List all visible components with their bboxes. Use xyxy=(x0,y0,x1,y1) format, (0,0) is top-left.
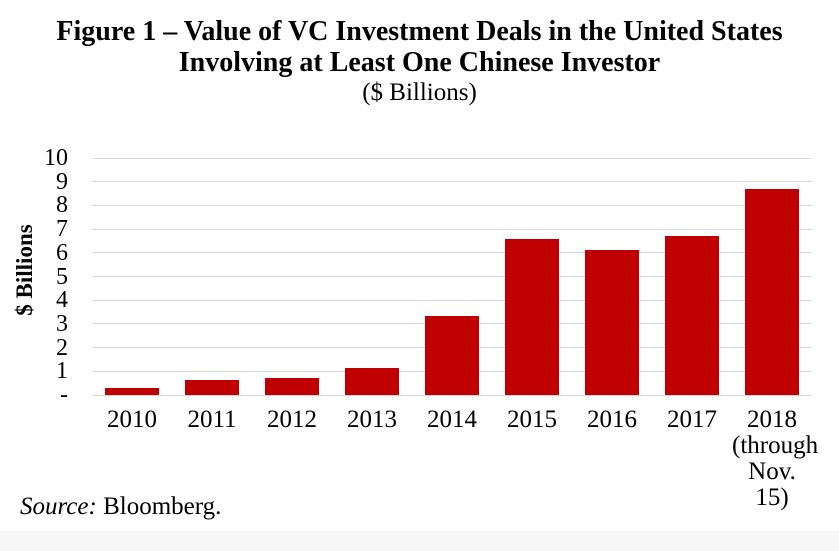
gridline xyxy=(92,204,812,206)
x-axis-label: 2018 (through Nov. 15) xyxy=(732,406,819,511)
bar-slot xyxy=(412,158,492,395)
x-axis-label-line: Nov. 15) xyxy=(748,458,796,511)
bar-slot xyxy=(652,158,732,395)
plot-area xyxy=(92,157,812,396)
y-tick-label: 10 xyxy=(44,145,68,171)
x-axis-label-line: 2012 xyxy=(267,406,317,433)
y-tick-label: 4 xyxy=(56,287,68,314)
bar-slot xyxy=(92,158,172,395)
x-axis-label: 2017 xyxy=(652,407,732,511)
x-axis-label: 2016 xyxy=(572,407,652,511)
y-tick-label: 6 xyxy=(56,239,68,266)
bar-slot xyxy=(732,158,812,395)
y-tick-label: 1 xyxy=(56,358,68,385)
bar-2014 xyxy=(425,315,479,395)
figure-title-line1: Figure 1 – Value of VC Investment Deals … xyxy=(56,16,783,47)
y-tick-label: 2 xyxy=(56,334,68,361)
bar-2015 xyxy=(505,238,559,395)
figure-units-label: ($ Billions) xyxy=(362,79,477,106)
gridline xyxy=(92,228,812,230)
x-axis-label: 2012 xyxy=(252,407,332,511)
bar-slot xyxy=(492,158,572,395)
x-axis-label-line: 2010 xyxy=(107,406,157,433)
source-note: Source: Bloomberg. xyxy=(20,492,221,521)
x-axis-label: 2011 xyxy=(172,407,252,511)
source-label: Source: xyxy=(20,493,97,520)
bar-2017 xyxy=(665,236,719,395)
bar-2012 xyxy=(265,378,319,395)
bar-2018 xyxy=(745,188,799,395)
bar-2010 xyxy=(105,387,159,395)
y-tick-label: 9 xyxy=(56,168,68,195)
x-axis-labels: 2010 2011 2012 2013 2014 2015 2016 2017 2018 (thr… xyxy=(92,406,819,511)
gridline xyxy=(92,181,812,183)
bar-2011 xyxy=(185,379,239,395)
bar-2013 xyxy=(345,367,399,395)
bottom-gray-strip xyxy=(0,531,839,551)
x-axis-label: 2013 xyxy=(332,407,412,511)
x-axis-label: 2014 xyxy=(412,407,492,511)
y-tick-label: 3 xyxy=(56,310,68,337)
x-axis-label: 2015 xyxy=(492,407,572,511)
x-axis-label-line: (through xyxy=(732,432,819,459)
gridline xyxy=(92,299,812,301)
x-axis-label-line: 2017 xyxy=(667,406,717,433)
y-axis-tick-labels: -1 2 3 4 5 6 7 8 9 10 xyxy=(0,146,68,407)
bar-slot xyxy=(172,158,252,395)
gridline xyxy=(92,252,812,254)
x-axis-label-line: 2015 xyxy=(507,406,557,433)
x-axis-label-line: 2014 xyxy=(427,406,477,433)
y-tick-label: 5 xyxy=(56,263,68,290)
x-axis-label-line: 2018 xyxy=(747,406,797,433)
x-axis-label-line: 2016 xyxy=(587,406,637,433)
y-tick-label: 7 xyxy=(56,216,68,243)
gridline xyxy=(92,394,812,396)
bar-slot xyxy=(332,158,412,395)
y-tick-label: - xyxy=(60,382,68,408)
bar-series xyxy=(92,158,812,395)
source-text: Bloomberg. xyxy=(96,493,222,520)
bar-slot xyxy=(572,158,652,395)
bar-slot xyxy=(252,158,332,395)
gridline xyxy=(92,157,812,159)
gridline xyxy=(92,276,812,277)
figure-title-block: Figure 1 – Value of VC Investment Deals … xyxy=(0,16,839,108)
y-tick-label: 8 xyxy=(56,192,68,219)
x-axis-label: 2010 xyxy=(92,407,172,511)
x-axis-label-line: 2013 xyxy=(347,406,397,433)
figure-title-line2: Involving at Least One Chinese Investor xyxy=(178,47,661,78)
x-axis-label-line: 2011 xyxy=(187,406,237,433)
bar-2016 xyxy=(585,250,639,395)
